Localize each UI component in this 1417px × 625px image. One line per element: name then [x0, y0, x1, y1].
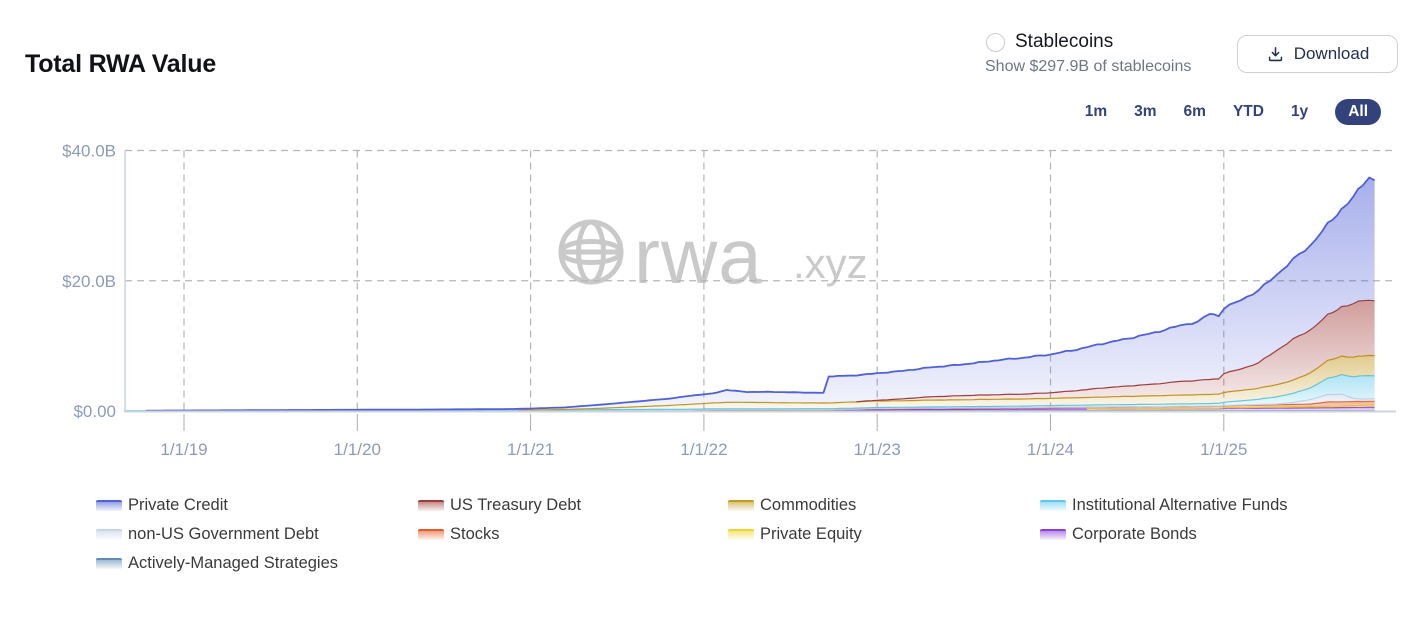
line-us-treasury-debt: [856, 299, 1375, 403]
range-button-all[interactable]: All: [1335, 99, 1381, 125]
legend-swatch-corporate-bonds: [1040, 529, 1066, 540]
stablecoins-subtext: Show $297.9B of stablecoins: [985, 58, 1192, 75]
y-axis-label: $40.0B: [62, 142, 116, 161]
chart-gridlines: [124, 149, 1393, 411]
rwa-xyz-watermark: rwa .xyz: [558, 212, 868, 300]
download-button[interactable]: Download: [1237, 35, 1398, 73]
area-institutional-alternative-funds: [125, 374, 1375, 411]
range-button-6m[interactable]: 6m: [1183, 103, 1206, 120]
area-us-treasury-debt: [125, 300, 1375, 411]
x-axis-label: 1/1/22: [680, 440, 727, 459]
legend-swatch-commodities: [728, 500, 754, 511]
line-commodities: [518, 354, 1375, 411]
range-button-1y[interactable]: 1y: [1290, 103, 1309, 120]
legend-swatch-private-credit: [96, 500, 122, 511]
line-non-us-government-debt: [570, 393, 1375, 412]
legend-label: Institutional Alternative Funds: [1072, 496, 1288, 514]
legend-item-commodities[interactable]: Commodities: [728, 495, 1040, 516]
area-private-equity: [125, 405, 1375, 411]
x-axis-label: 1/1/25: [1200, 440, 1247, 459]
x-axis-label: 1/1/20: [334, 440, 381, 459]
legend-item-non-us-government-debt[interactable]: non-US Government Debt: [96, 524, 418, 545]
area-private-credit: [125, 177, 1375, 411]
page-title: Total RWA Value: [25, 49, 217, 78]
range-button-1m[interactable]: 1m: [1084, 103, 1108, 120]
chart-legend: Private Credit US Treasury Debt Commoditie…: [96, 495, 1288, 574]
x-axis-label: 1/1/19: [160, 440, 207, 459]
y-axis-label: $20.0B: [62, 272, 116, 291]
stablecoins-toggle-row: Stablecoins: [986, 31, 1113, 53]
legend-swatch-private-equity: [728, 529, 754, 540]
x-axis-label: 1/1/21: [507, 440, 554, 459]
legend-label: US Treasury Debt: [450, 496, 582, 514]
chart-axes: $40.0B $20.0B $0.00 1/1/19 1/1/20 1/1/21 1/1/2…: [62, 142, 1396, 459]
range-button-ytd[interactable]: YTD: [1232, 103, 1264, 120]
legend-label: Corporate Bonds: [1072, 525, 1197, 543]
legend-label: non-US Government Debt: [128, 525, 319, 543]
legend-label: Private Equity: [760, 525, 862, 543]
legend-item-actively-managed-strategies[interactable]: Actively-Managed Strategies: [96, 553, 418, 574]
stablecoins-label: Stablecoins: [1015, 31, 1114, 52]
watermark-text: rwa: [634, 212, 763, 300]
line-private-credit: [145, 176, 1376, 412]
y-axis-label: $0.00: [73, 402, 116, 421]
line-institutional-alternative-funds: [125, 374, 1375, 412]
area-non-us-government-debt: [125, 394, 1375, 411]
stacked-areas: [125, 176, 1376, 412]
range-button-3m[interactable]: 3m: [1134, 103, 1157, 120]
area-corporate-bonds: [125, 407, 1375, 411]
legend-item-institutional-alternative-funds[interactable]: Institutional Alternative Funds: [1040, 495, 1288, 516]
x-axis-label: 1/1/23: [854, 440, 901, 459]
area-stocks: [125, 401, 1375, 411]
line-stocks: [540, 400, 1375, 412]
legend-item-private-credit[interactable]: Private Credit: [96, 495, 418, 516]
legend-item-us-treasury-debt[interactable]: US Treasury Debt: [418, 495, 728, 516]
legend-item-private-equity[interactable]: Private Equity: [728, 524, 1040, 545]
watermark-suffix: .xyz: [793, 240, 868, 287]
legend-item-stocks[interactable]: Stocks: [418, 524, 728, 545]
legend-swatch-us-treasury-debt: [418, 500, 444, 511]
legend-label: Private Credit: [128, 496, 228, 514]
legend-label: Commodities: [760, 496, 857, 514]
legend-swatch-actively-managed-strategies: [96, 558, 122, 569]
legend-label: Stocks: [450, 525, 500, 543]
legend-swatch-institutional-alternative-funds: [1040, 500, 1066, 511]
time-range-selector: 1m 3m 6m YTD 1y All: [1085, 99, 1381, 125]
x-axis-label: 1/1/24: [1027, 440, 1074, 459]
legend-swatch-stocks: [418, 529, 444, 540]
legend-swatch-non-us-government-debt: [96, 529, 122, 540]
legend-label: Actively-Managed Strategies: [128, 554, 339, 572]
line-corporate-bonds: [833, 406, 1375, 412]
download-icon: [1268, 46, 1282, 61]
stablecoins-checkbox[interactable]: [986, 32, 1005, 52]
line-private-equity: [1086, 404, 1375, 410]
download-label: Download: [1293, 44, 1370, 63]
legend-item-corporate-bonds[interactable]: Corporate Bonds: [1040, 524, 1288, 545]
area-commodities: [125, 355, 1375, 411]
